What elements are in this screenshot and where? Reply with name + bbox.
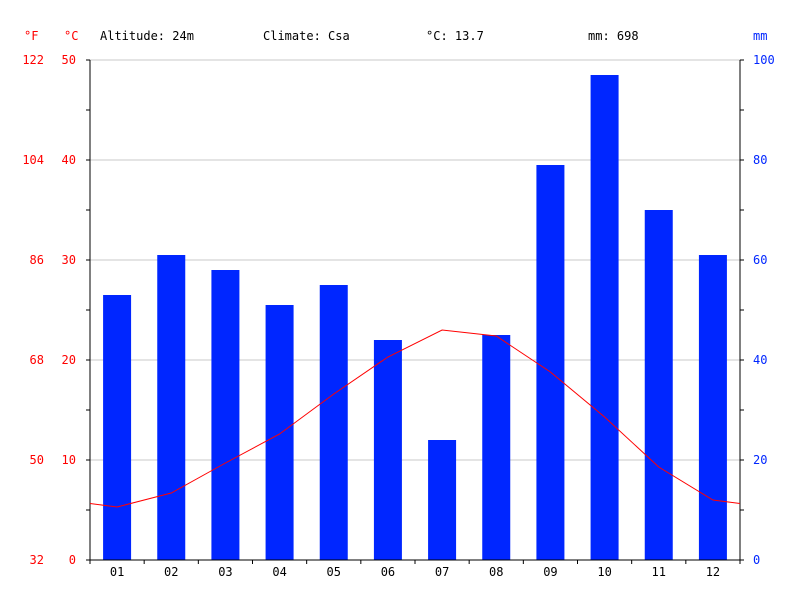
fahrenheit-tick-label: 50 — [30, 453, 44, 467]
unit-fahrenheit: °F — [24, 29, 38, 43]
precipitation-bar — [698, 255, 727, 560]
precipitation-bar — [211, 270, 240, 560]
month-label: 03 — [218, 565, 232, 579]
precipitation-bar — [644, 210, 673, 560]
month-label: 05 — [327, 565, 341, 579]
fahrenheit-tick-label: 32 — [30, 553, 44, 567]
precip-tick-label: 40 — [753, 353, 767, 367]
celsius-tick-label: 10 — [62, 453, 76, 467]
precip-tick-label: 100 — [753, 53, 775, 67]
celsius-tick-label: 0 — [69, 553, 76, 567]
precipitation-bar — [373, 340, 402, 560]
altitude-label: Altitude: 24m — [100, 29, 194, 43]
month-label: 10 — [597, 565, 611, 579]
precip-tick-label: 20 — [753, 453, 767, 467]
celsius-tick-label: 40 — [62, 153, 76, 167]
climate-label: Climate: Csa — [263, 29, 350, 43]
precipitation-bar — [265, 305, 294, 560]
month-label: 06 — [381, 565, 395, 579]
precipitation-bar — [103, 295, 132, 560]
month-label: 01 — [110, 565, 124, 579]
month-label: 09 — [543, 565, 557, 579]
temperature-series-line — [89, 329, 741, 508]
precip-tick-label: 0 — [753, 553, 760, 567]
celsius-tick-label: 20 — [62, 353, 76, 367]
precip-tick-label: 60 — [753, 253, 767, 267]
axes — [86, 59, 744, 564]
precipitation-bar — [590, 75, 619, 560]
precip-tick-label: 80 — [753, 153, 767, 167]
month-label: 02 — [164, 565, 178, 579]
month-label: 08 — [489, 565, 503, 579]
celsius-tick-label: 30 — [62, 253, 76, 267]
gridlines — [90, 59, 740, 561]
precipitation-bar — [536, 165, 565, 560]
temperature-line — [89, 329, 741, 508]
fahrenheit-tick-label: 68 — [30, 353, 44, 367]
precipitation-bar — [482, 335, 511, 560]
fahrenheit-tick-label: 122 — [22, 53, 44, 67]
precipitation-bars — [103, 75, 727, 560]
precipitation-bar — [319, 285, 348, 560]
month-label: 12 — [706, 565, 720, 579]
unit-mm: mm — [753, 29, 767, 43]
fahrenheit-tick-label: 104 — [22, 153, 44, 167]
month-label: 07 — [435, 565, 449, 579]
unit-celsius: °C — [64, 29, 78, 43]
total-precip-label: mm: 698 — [588, 29, 639, 43]
month-label: 04 — [272, 565, 286, 579]
mean-temp-label: °C: 13.7 — [426, 29, 484, 43]
precipitation-bar — [428, 440, 457, 560]
month-label: 11 — [652, 565, 666, 579]
precipitation-bar — [157, 255, 186, 560]
celsius-tick-label: 50 — [62, 53, 76, 67]
fahrenheit-tick-label: 86 — [30, 253, 44, 267]
